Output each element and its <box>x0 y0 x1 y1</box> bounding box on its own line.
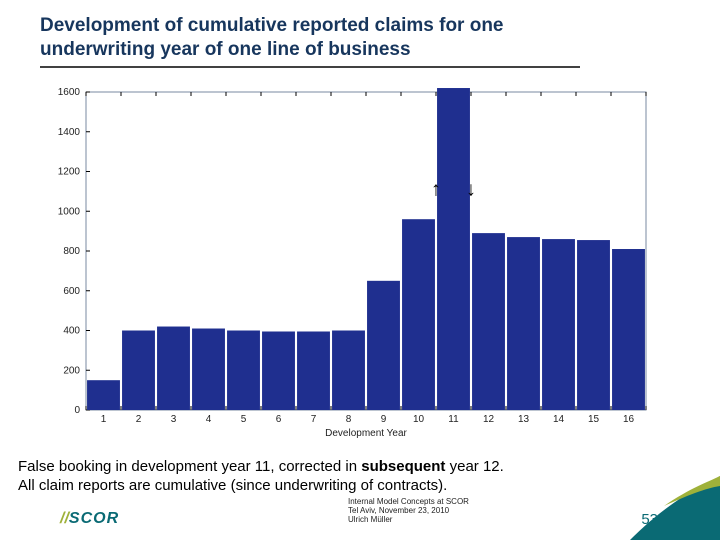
bar <box>402 219 435 410</box>
bar <box>297 331 330 410</box>
xtick-label: 4 <box>206 414 212 425</box>
xtick-label: 15 <box>588 414 600 425</box>
ytick-label: 1000 <box>58 206 81 217</box>
title-block: Development of cumulative reported claim… <box>40 14 600 68</box>
bar <box>367 281 400 410</box>
ytick-label: 800 <box>63 246 80 257</box>
bar <box>87 380 120 410</box>
footer-meta: Internal Model Concepts at SCOR Tel Aviv… <box>348 498 469 524</box>
ytick-label: 1200 <box>58 167 81 178</box>
logo-slash-icon: // <box>60 510 69 527</box>
xtick-label: 12 <box>483 414 495 425</box>
bar <box>612 249 645 410</box>
xtick-label: 7 <box>311 414 317 425</box>
xtick-label: 9 <box>381 414 387 425</box>
caption: False booking in development year 11, co… <box>18 458 698 496</box>
xtick-label: 2 <box>136 414 142 425</box>
ytick-label: 1600 <box>58 87 81 98</box>
xtick-label: 11 <box>448 414 459 425</box>
xtick-label: 3 <box>171 414 177 425</box>
xtick-label: 10 <box>413 414 425 425</box>
xtick-label: 14 <box>553 414 565 425</box>
bar <box>262 331 295 410</box>
ytick-label: 400 <box>63 326 80 337</box>
xtick-label: 6 <box>276 414 282 425</box>
xtick-label: 5 <box>241 414 247 425</box>
bar <box>157 327 190 410</box>
xtick-label: 16 <box>623 414 635 425</box>
caption-1-bold: subsequent <box>361 458 445 475</box>
slide-title: Development of cumulative reported claim… <box>40 14 600 62</box>
bar <box>577 240 610 410</box>
bar <box>437 88 470 410</box>
xtick-label: 8 <box>346 414 352 425</box>
bar <box>507 237 540 410</box>
arrow-down-icon: ↓ <box>466 178 476 200</box>
ytick-label: 600 <box>63 286 80 297</box>
ytick-label: 1400 <box>58 127 81 138</box>
logo-text: SCOR <box>69 510 119 527</box>
xtick-label: 1 <box>101 414 107 425</box>
bar <box>227 331 260 411</box>
caption-line-1: False booking in development year 11, co… <box>18 458 698 477</box>
bar <box>192 329 225 410</box>
bar <box>542 239 575 410</box>
chart: 0200400600800100012001400160012345678910… <box>42 84 662 444</box>
bar <box>332 331 365 411</box>
xtick-label: 13 <box>518 414 530 425</box>
caption-1-pre: False booking in development year 11, co… <box>18 458 361 475</box>
bar-chart-svg: 0200400600800100012001400160012345678910… <box>42 84 662 444</box>
caption-1-post: year 12. <box>445 458 503 475</box>
footer-line-3: Ulrich Müller <box>348 516 469 525</box>
bar <box>472 233 505 410</box>
caption-line-2: All claim reports are cumulative (since … <box>18 477 698 496</box>
x-axis-label: Development Year <box>325 428 407 439</box>
title-rule <box>40 66 580 68</box>
bar <box>122 331 155 411</box>
ytick-label: 0 <box>74 405 80 416</box>
corner-graphic <box>630 476 720 540</box>
arrow-up-icon: ↑ <box>431 178 441 200</box>
logo: //SCOR <box>60 510 119 528</box>
ytick-label: 200 <box>63 365 80 376</box>
